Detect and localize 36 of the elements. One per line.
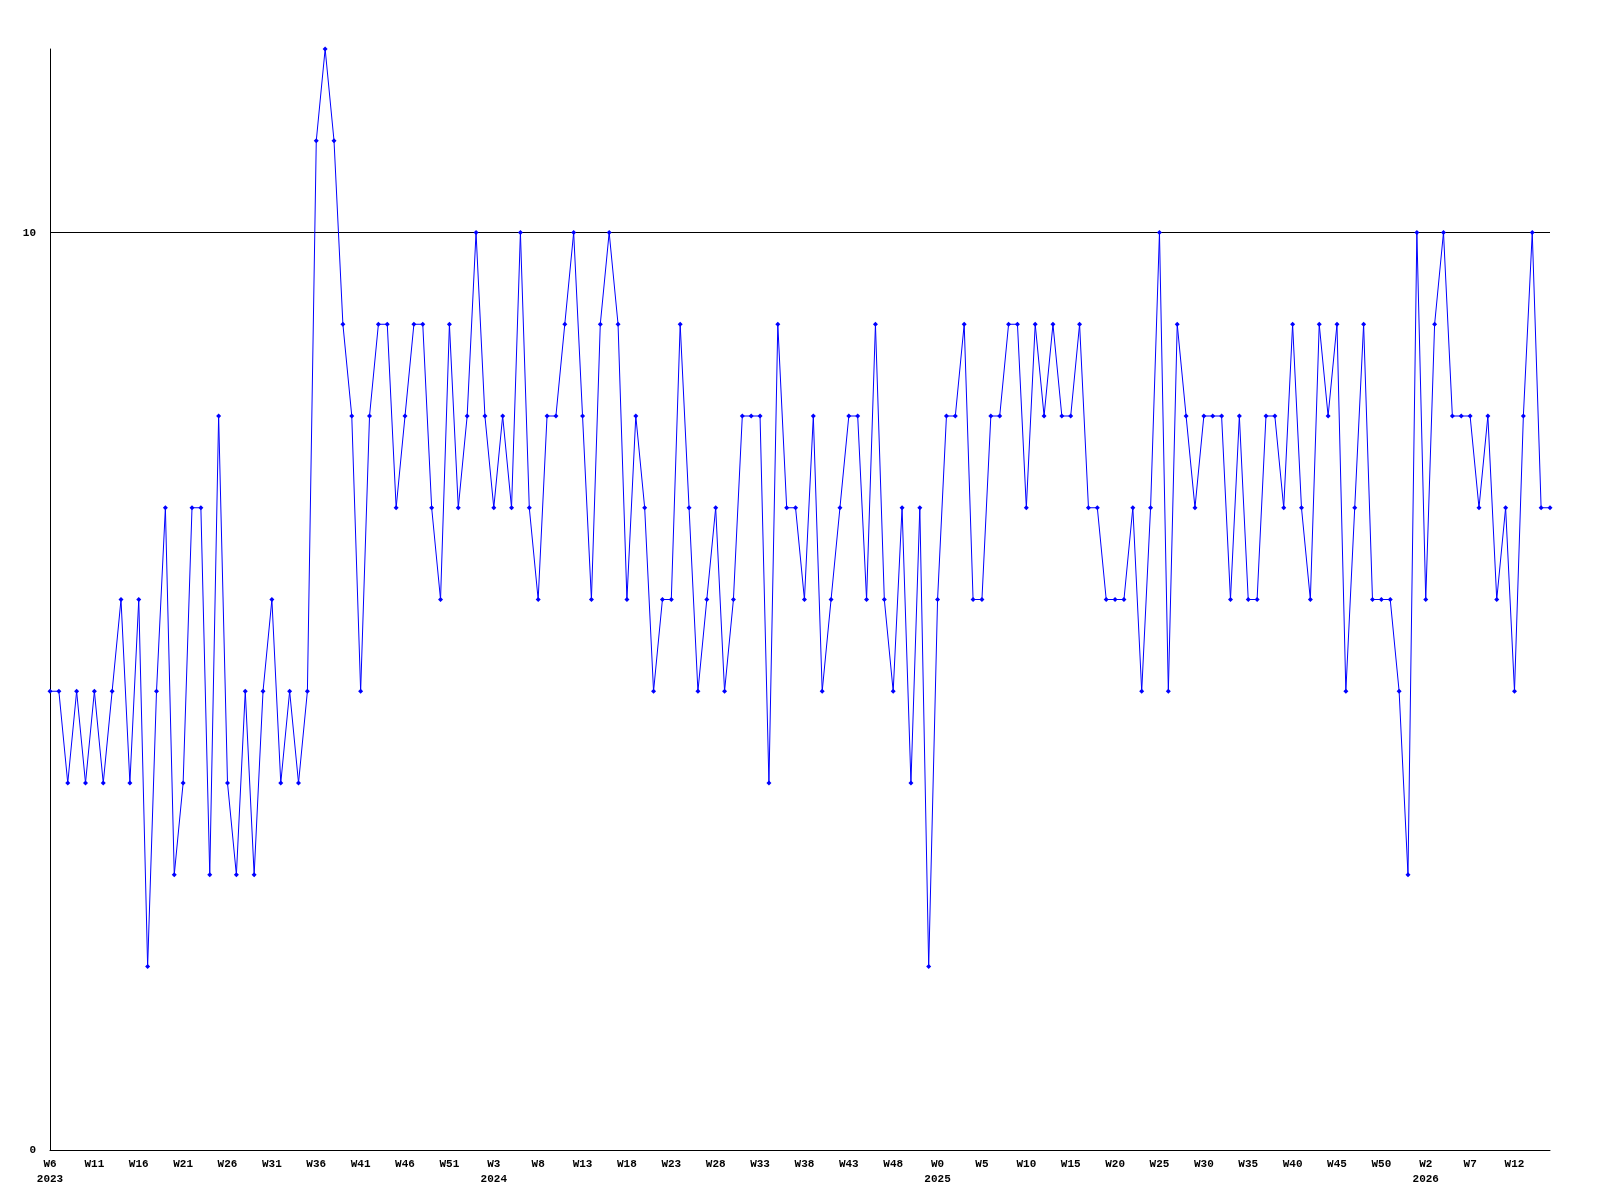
x-tick-label: W40 [1282, 1157, 1303, 1170]
x-tick-label: W41 [350, 1157, 371, 1170]
x-tick-label: W18 [617, 1157, 638, 1170]
x-tick-label: W2 2026 [1412, 1157, 1439, 1185]
x-tick-label: W38 [794, 1157, 815, 1170]
x-tick-label: W3 2024 [480, 1157, 508, 1185]
x-tick-label: W50 [1371, 1157, 1392, 1170]
x-tick-label: W0 2025 [924, 1157, 952, 1185]
x-tick-label: W12 [1504, 1157, 1525, 1170]
x-tick-label: W11 [84, 1157, 105, 1170]
x-tick-label: W35 [1238, 1157, 1259, 1170]
x-tick-label: W13 [572, 1157, 593, 1170]
x-tick-label: W28 [705, 1157, 726, 1170]
x-tick-label: W26 [217, 1157, 238, 1170]
x-tick-label: W45 [1327, 1157, 1348, 1170]
x-tick-label: W16 [128, 1157, 149, 1170]
x-tick-label: W8 [531, 1157, 546, 1170]
x-tick-label: W21 [173, 1157, 194, 1170]
x-tick-label: W30 [1193, 1157, 1214, 1170]
x-tick-label: W51 [439, 1157, 460, 1170]
x-tick-label: W36 [306, 1157, 327, 1170]
y-tick-label: 10 [22, 226, 36, 239]
x-tick-label: W5 [975, 1157, 989, 1170]
x-tick-label: W46 [395, 1157, 415, 1170]
x-tick-label: W7 [1463, 1157, 1477, 1170]
x-tick-label: W48 [883, 1157, 904, 1170]
x-tick-label: W25 [1149, 1157, 1170, 1170]
x-tick-label: W33 [750, 1157, 771, 1170]
x-tick-label: W6 2023 [36, 1157, 64, 1185]
x-tick-label: W43 [838, 1157, 860, 1170]
x-tick-label: W15 [1060, 1157, 1082, 1170]
x-tick-label: W10 [1016, 1157, 1037, 1170]
x-tick-label: W31 [261, 1157, 283, 1170]
x-tick-label: W20 [1105, 1157, 1125, 1170]
x-tick-label: W23 [661, 1157, 682, 1170]
y-tick-label: 0 [29, 1144, 36, 1156]
